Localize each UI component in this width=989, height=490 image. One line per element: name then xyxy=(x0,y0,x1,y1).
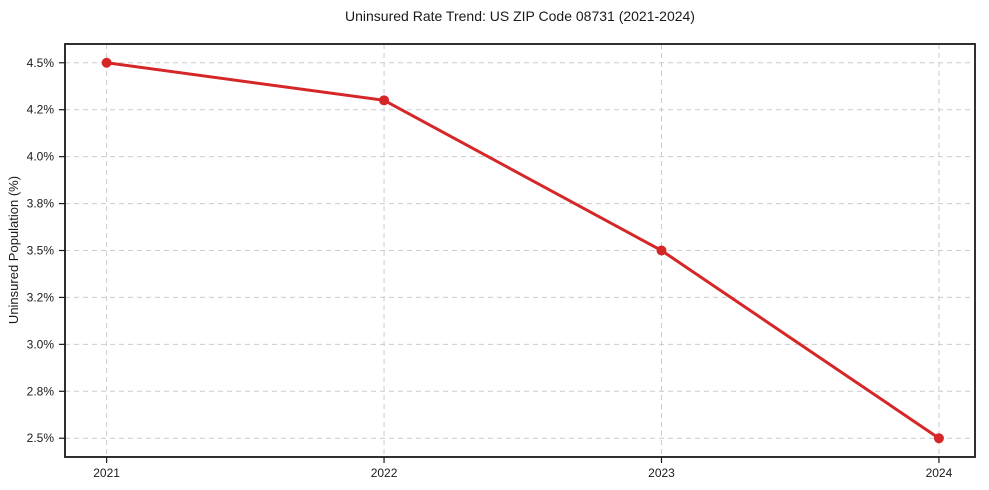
y-tick-label: 3.0% xyxy=(27,337,55,351)
y-axis-title-text: Uninsured Population (%) xyxy=(6,175,21,325)
x-tick-label: 2023 xyxy=(648,466,675,480)
chart-title: Uninsured Rate Trend: US ZIP Code 08731 … xyxy=(345,8,695,24)
y-tick-label: 4.0% xyxy=(27,150,55,164)
y-tick-label: 2.5% xyxy=(27,431,55,445)
data-point xyxy=(379,95,390,106)
data-point xyxy=(101,57,112,68)
y-tick-label: 2.8% xyxy=(27,384,55,398)
y-tick-label: 3.5% xyxy=(27,244,55,258)
y-tick-label: 3.2% xyxy=(27,290,55,304)
x-tick-label: 2022 xyxy=(371,466,398,480)
y-tick-label: 4.5% xyxy=(27,56,55,70)
data-point xyxy=(656,245,667,256)
data-line xyxy=(106,61,940,440)
y-tick-label: 4.2% xyxy=(27,103,55,117)
data-point xyxy=(933,433,944,444)
y-tick-label: 3.8% xyxy=(27,197,55,211)
x-tick-label: 2024 xyxy=(926,466,953,480)
x-tick-label: 2021 xyxy=(93,466,120,480)
